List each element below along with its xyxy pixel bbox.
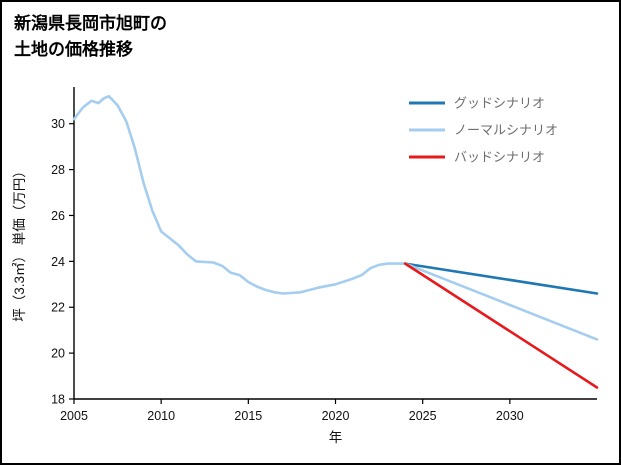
legend-label: グッドシナリオ <box>454 96 545 111</box>
legend-label: バッドシナリオ <box>454 150 545 165</box>
y-tick-label: 24 <box>51 255 65 269</box>
y-axis-title: 坪（3.3㎡） 単価（万円） <box>12 164 27 322</box>
chart-title-line1: 新潟県長岡市旭町の <box>14 14 167 33</box>
chart-title-line2: 土地の価格推移 <box>14 39 133 59</box>
y-tick-label: 20 <box>51 347 65 361</box>
legend-label: ノーマルシナリオ <box>454 123 558 138</box>
x-axis-title: 年 <box>329 430 343 445</box>
chart-title: 新潟県長岡市旭町の 土地の価格推移 <box>14 11 167 62</box>
x-tick-label: 2010 <box>147 409 175 423</box>
series-line-グッドシナリオ <box>403 262 599 295</box>
y-tick-label: 28 <box>51 163 65 177</box>
series-line-historical <box>72 94 407 295</box>
y-tick-label: 22 <box>51 301 65 315</box>
x-tick-label: 2025 <box>409 409 437 423</box>
x-tick-label: 2020 <box>322 409 350 423</box>
x-tick-label: 2005 <box>60 409 88 423</box>
x-tick-label: 2015 <box>234 409 262 423</box>
series-line-ノーマルシナリオ <box>403 262 599 341</box>
y-tick-label: 30 <box>51 117 65 131</box>
series-line-バッドシナリオ <box>403 262 599 389</box>
y-tick-label: 26 <box>51 209 65 223</box>
y-tick-label: 18 <box>51 393 65 407</box>
x-tick-label: 2030 <box>496 409 524 423</box>
